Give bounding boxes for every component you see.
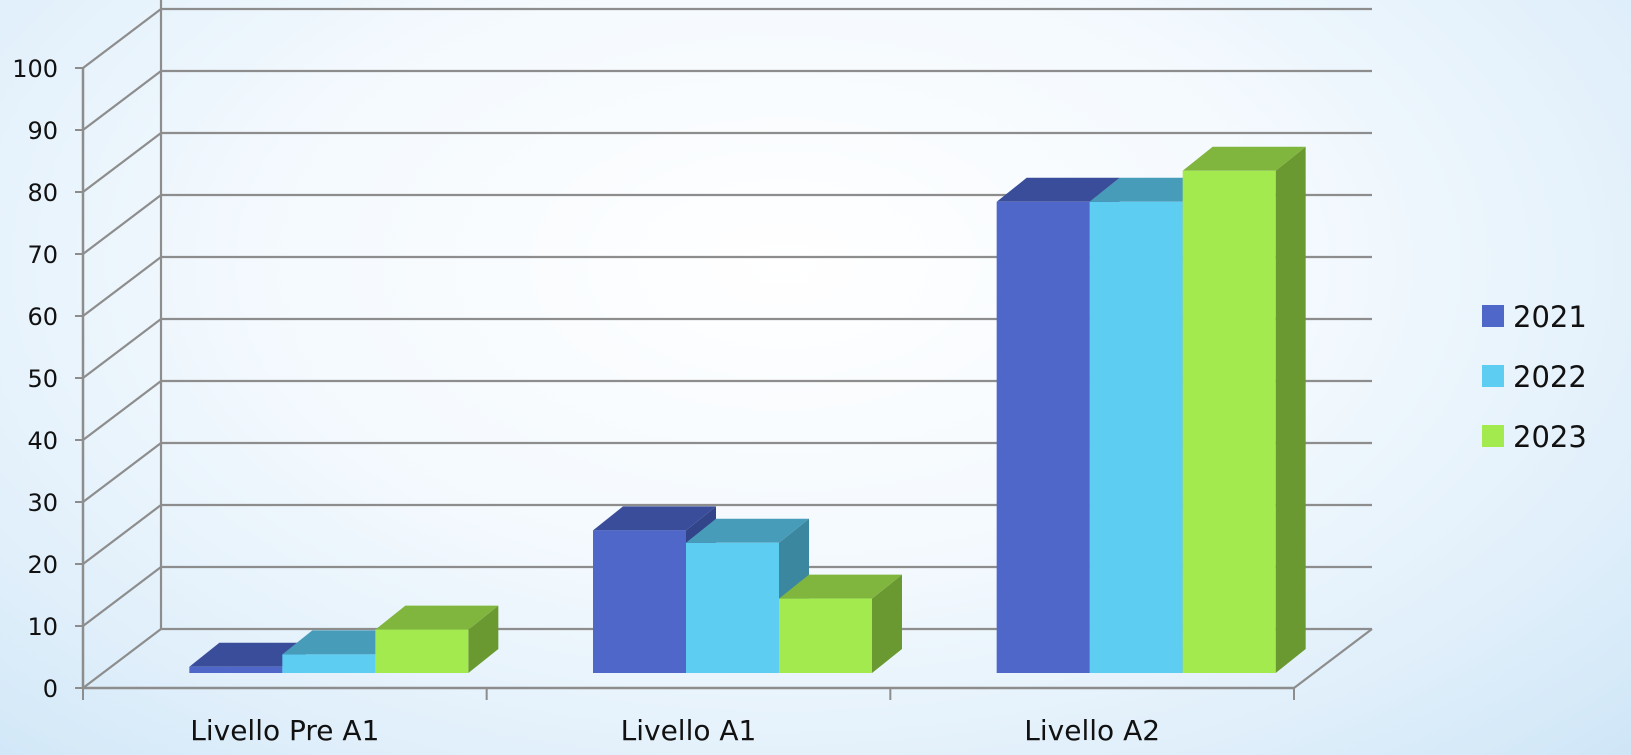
bar-front-face xyxy=(189,667,282,673)
axis-labels: 0 10 20 30 40 50 60 70 80 90 100 Livello Pre A1 Live… xyxy=(12,55,1160,747)
legend-label-2023: 2023 xyxy=(1513,420,1587,454)
legend-label-2021: 2021 xyxy=(1513,300,1587,334)
gridline-side xyxy=(83,133,161,192)
bar-2023-2 xyxy=(1183,147,1306,673)
y-tick-label: 40 xyxy=(27,427,58,455)
legend: 2021 2022 2023 xyxy=(1482,300,1587,454)
legend-label-2022: 2022 xyxy=(1513,360,1587,394)
bar-2023-0 xyxy=(375,606,498,673)
gridline-side xyxy=(83,319,161,378)
gridline-side xyxy=(83,257,161,316)
y-tick-label: 100 xyxy=(12,55,58,83)
gridline-side xyxy=(83,381,161,440)
legend-swatch-2022 xyxy=(1482,365,1504,387)
bar-front-face xyxy=(1090,202,1183,673)
legend-swatch-2021 xyxy=(1482,305,1504,327)
bar-side-face xyxy=(1276,147,1306,673)
gridline-side xyxy=(83,629,161,688)
bar-front-face xyxy=(282,654,375,673)
y-tick-label: 80 xyxy=(27,179,58,207)
y-tick-label: 20 xyxy=(27,551,58,579)
y-tick-label: 50 xyxy=(27,365,58,393)
bar-front-face xyxy=(593,530,686,673)
x-tick-label: Livello Pre A1 xyxy=(190,714,379,747)
bar-front-face xyxy=(686,543,779,673)
gridline-side xyxy=(83,505,161,564)
y-tick-label: 90 xyxy=(27,117,58,145)
y-tick-label: 60 xyxy=(27,303,58,331)
bar-front-face xyxy=(779,599,872,673)
gridline-side xyxy=(83,9,161,68)
bar-front-face xyxy=(1183,171,1276,673)
x-tick-label: Livello A1 xyxy=(621,714,757,747)
x-tick-label: Livello A2 xyxy=(1024,714,1160,747)
bar-front-face xyxy=(997,202,1090,673)
gridline-side xyxy=(83,71,161,130)
floor-right-edge xyxy=(1294,629,1372,688)
y-tick-label: 0 xyxy=(43,675,58,703)
legend-swatch-2023 xyxy=(1482,425,1504,447)
y-tick-label: 10 xyxy=(27,613,58,641)
bars xyxy=(189,147,1305,673)
bar-front-face xyxy=(375,630,468,673)
y-tick-label: 30 xyxy=(27,489,58,517)
gridline-side xyxy=(83,567,161,626)
bar-2023-1 xyxy=(779,575,902,673)
gridline-side xyxy=(83,195,161,254)
y-tick-label: 70 xyxy=(27,241,58,269)
gridline-side xyxy=(83,443,161,502)
